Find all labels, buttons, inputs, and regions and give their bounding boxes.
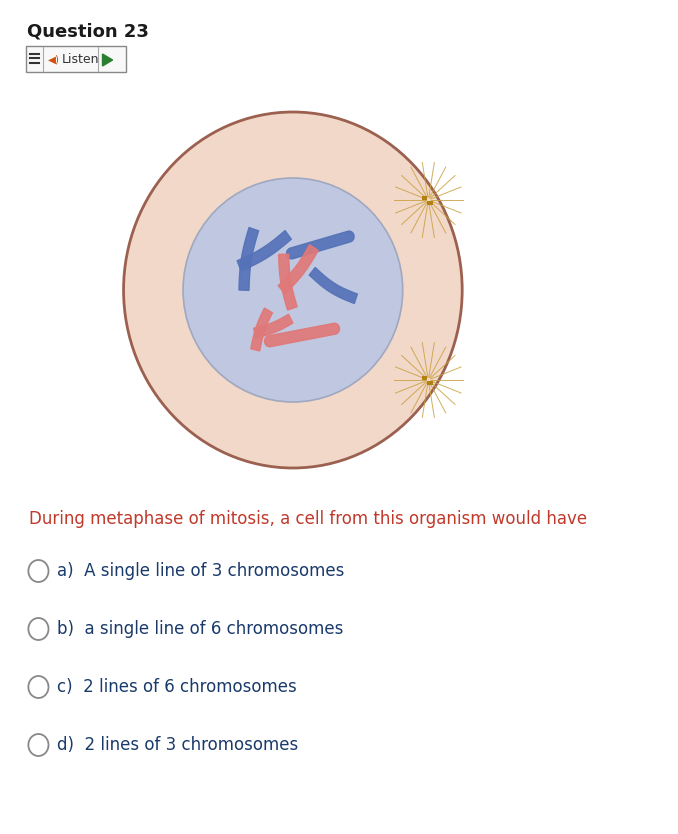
Polygon shape — [102, 54, 113, 66]
Ellipse shape — [183, 178, 403, 402]
FancyBboxPatch shape — [422, 196, 427, 200]
Text: d)  2 lines of 3 chromosomes: d) 2 lines of 3 chromosomes — [57, 736, 298, 754]
Polygon shape — [237, 230, 292, 271]
Polygon shape — [309, 268, 357, 304]
Polygon shape — [279, 254, 297, 310]
Polygon shape — [278, 244, 318, 294]
Text: Question 23: Question 23 — [27, 22, 149, 40]
Text: During metaphase of mitosis, a cell from this organism would have: During metaphase of mitosis, a cell from… — [29, 510, 587, 528]
Polygon shape — [254, 314, 293, 338]
Text: Listen: Listen — [61, 53, 99, 66]
FancyBboxPatch shape — [427, 201, 433, 205]
Text: a)  A single line of 3 chromosomes: a) A single line of 3 chromosomes — [57, 562, 344, 580]
Polygon shape — [251, 308, 273, 351]
Polygon shape — [264, 324, 340, 347]
FancyBboxPatch shape — [422, 376, 427, 380]
Polygon shape — [239, 228, 258, 290]
Ellipse shape — [123, 112, 462, 468]
FancyBboxPatch shape — [26, 46, 126, 72]
Text: ◀): ◀) — [47, 54, 60, 64]
Polygon shape — [287, 231, 354, 259]
Text: b)  a single line of 6 chromosomes: b) a single line of 6 chromosomes — [57, 620, 343, 638]
FancyBboxPatch shape — [427, 381, 433, 385]
Text: c)  2 lines of 6 chromosomes: c) 2 lines of 6 chromosomes — [57, 678, 296, 696]
